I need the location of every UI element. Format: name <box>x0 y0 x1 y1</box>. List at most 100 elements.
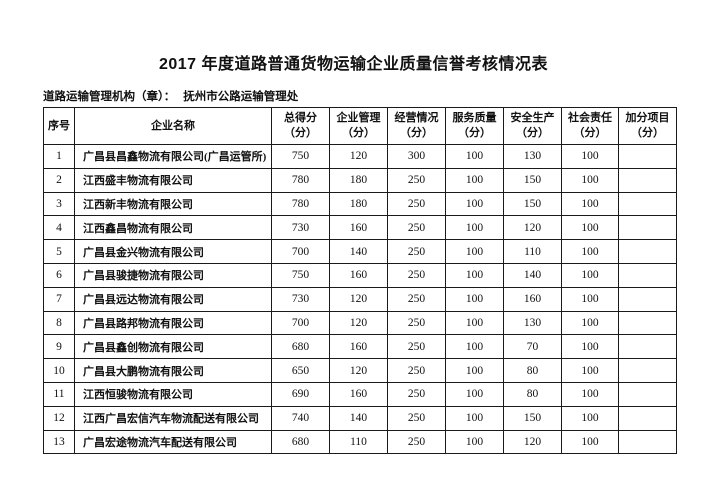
cell-safety: 140 <box>503 262 562 288</box>
cell-name: 广昌县金兴物流有限公司 <box>74 239 272 264</box>
cell-total: 680 <box>271 429 330 455</box>
cell-service: 100 <box>445 144 504 169</box>
cell-ops: 300 <box>387 144 446 169</box>
cell-service: 100 <box>445 334 504 360</box>
column-header-unit: （分） <box>342 127 375 139</box>
column-header-title: 序号 <box>48 119 70 132</box>
agency-label: 道路运输管理机构（章）： <box>43 91 176 103</box>
table-row: 11 江西恒骏物流有限公司 690 160 250 100 80 100 <box>43 381 677 407</box>
cell-no: 9 <box>43 334 75 360</box>
cell-safety: 150 <box>503 191 562 217</box>
cell-mgmt: 120 <box>329 358 388 383</box>
cell-ops: 250 <box>387 262 446 288</box>
table-body: 1 广昌县昌鑫物流有限公司(广昌运管所) 750 120 300 100 130 100 2 江西… <box>43 144 677 455</box>
cell-no: 10 <box>43 358 75 383</box>
cell-social: 100 <box>561 144 619 169</box>
column-header-title: 经营情况 <box>394 112 439 125</box>
cell-total: 680 <box>271 334 330 360</box>
cell-no: 5 <box>43 239 75 264</box>
cell-safety: 120 <box>503 429 562 455</box>
column-header-mgmt: 企业管理 （分） <box>329 107 388 145</box>
cell-social: 100 <box>561 167 619 193</box>
column-header-bonus: 加分项目 （分） <box>618 107 677 145</box>
cell-safety: 80 <box>503 358 562 383</box>
cell-ops: 250 <box>387 191 446 217</box>
table-row: 1 广昌县昌鑫物流有限公司(广昌运管所) 750 120 300 100 130 100 <box>43 144 677 169</box>
cell-ops: 250 <box>387 310 446 336</box>
cell-bonus <box>618 191 677 217</box>
column-header-name: 企业名称 <box>74 107 272 145</box>
cell-name: 广昌县大鹏物流有限公司 <box>74 358 272 383</box>
cell-safety: 130 <box>503 310 562 336</box>
cell-safety: 120 <box>503 215 562 241</box>
cell-bonus <box>618 239 677 264</box>
cell-ops: 250 <box>387 286 446 312</box>
cell-name: 广昌县远达物流有限公司 <box>74 286 272 312</box>
column-header-title: 加分项目 <box>625 112 670 125</box>
cell-bonus <box>618 429 677 455</box>
agency-value: 抚州市公路运输管理处 <box>183 91 299 103</box>
cell-social: 100 <box>561 310 619 336</box>
cell-bonus <box>618 286 677 312</box>
cell-social: 100 <box>561 191 619 217</box>
cell-bonus <box>618 215 677 241</box>
cell-service: 100 <box>445 239 504 264</box>
column-header-no: 序号 <box>43 107 75 145</box>
table-row: 12 江西广昌宏信汽车物流配送有限公司 740 140 250 100 150 100 <box>43 405 677 431</box>
cell-service: 100 <box>445 429 504 455</box>
cell-mgmt: 180 <box>329 191 388 217</box>
column-header-title: 企业管理 <box>336 112 381 125</box>
cell-safety: 110 <box>503 239 562 264</box>
cell-safety: 80 <box>503 381 562 407</box>
cell-ops: 250 <box>387 215 446 241</box>
cell-service: 100 <box>445 215 504 241</box>
cell-social: 100 <box>561 215 619 241</box>
cell-service: 100 <box>445 381 504 407</box>
table-row: 3 江西新丰物流有限公司 780 180 250 100 150 100 <box>43 191 677 217</box>
cell-mgmt: 160 <box>329 334 388 360</box>
cell-no: 4 <box>43 215 75 241</box>
cell-name: 广昌县路邦物流有限公司 <box>74 310 272 336</box>
column-header-title: 社会责任 <box>568 112 612 125</box>
cell-mgmt: 160 <box>329 215 388 241</box>
cell-name: 江西新丰物流有限公司 <box>74 191 272 217</box>
column-header-total: 总得分 （分） <box>271 107 330 145</box>
cell-ops: 250 <box>387 429 446 455</box>
table-row: 7 广昌县远达物流有限公司 730 120 250 100 160 100 <box>43 286 677 312</box>
cell-bonus <box>618 381 677 407</box>
cell-total: 780 <box>271 167 330 193</box>
cell-bonus <box>618 144 677 169</box>
cell-social: 100 <box>561 405 619 431</box>
agency-line: 道路运输管理机构（章）： 抚州市公路运输管理处 <box>43 88 707 104</box>
column-header-title: 总得分 <box>284 112 317 125</box>
cell-bonus <box>618 358 677 383</box>
cell-mgmt: 140 <box>329 405 388 431</box>
cell-total: 700 <box>271 310 330 336</box>
cell-name: 广昌宏途物流汽车配送有限公司 <box>74 429 272 455</box>
cell-total: 750 <box>271 144 330 169</box>
cell-service: 100 <box>445 358 504 383</box>
cell-no: 8 <box>43 310 75 336</box>
cell-bonus <box>618 405 677 431</box>
cell-name: 江西恒骏物流有限公司 <box>74 381 272 407</box>
table-row: 10 广昌县大鹏物流有限公司 650 120 250 100 80 100 <box>43 358 677 383</box>
cell-total: 730 <box>271 286 330 312</box>
cell-total: 650 <box>271 358 330 383</box>
cell-service: 100 <box>445 262 504 288</box>
cell-no: 13 <box>43 429 75 455</box>
column-header-ops: 经营情况 （分） <box>387 107 446 145</box>
cell-social: 100 <box>561 239 619 264</box>
column-header-unit: （分） <box>458 127 491 139</box>
cell-ops: 250 <box>387 239 446 264</box>
cell-name: 江西盛丰物流有限公司 <box>74 167 272 193</box>
cell-total: 700 <box>271 239 330 264</box>
cell-ops: 250 <box>387 381 446 407</box>
cell-total: 750 <box>271 262 330 288</box>
cell-no: 7 <box>43 286 75 312</box>
cell-service: 100 <box>445 310 504 336</box>
cell-no: 11 <box>43 381 75 407</box>
cell-service: 100 <box>445 405 504 431</box>
cell-no: 6 <box>43 262 75 288</box>
table-row: 6 广昌县骏捷物流有限公司 750 160 250 100 140 100 <box>43 262 677 288</box>
